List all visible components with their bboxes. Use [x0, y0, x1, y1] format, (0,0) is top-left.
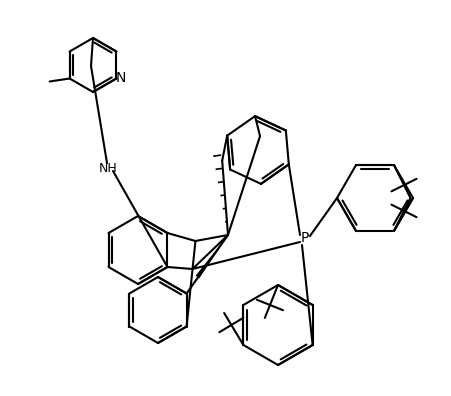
- Text: NH: NH: [98, 162, 117, 175]
- Text: N: N: [115, 70, 125, 84]
- Polygon shape: [195, 235, 227, 278]
- Text: P: P: [300, 231, 308, 245]
